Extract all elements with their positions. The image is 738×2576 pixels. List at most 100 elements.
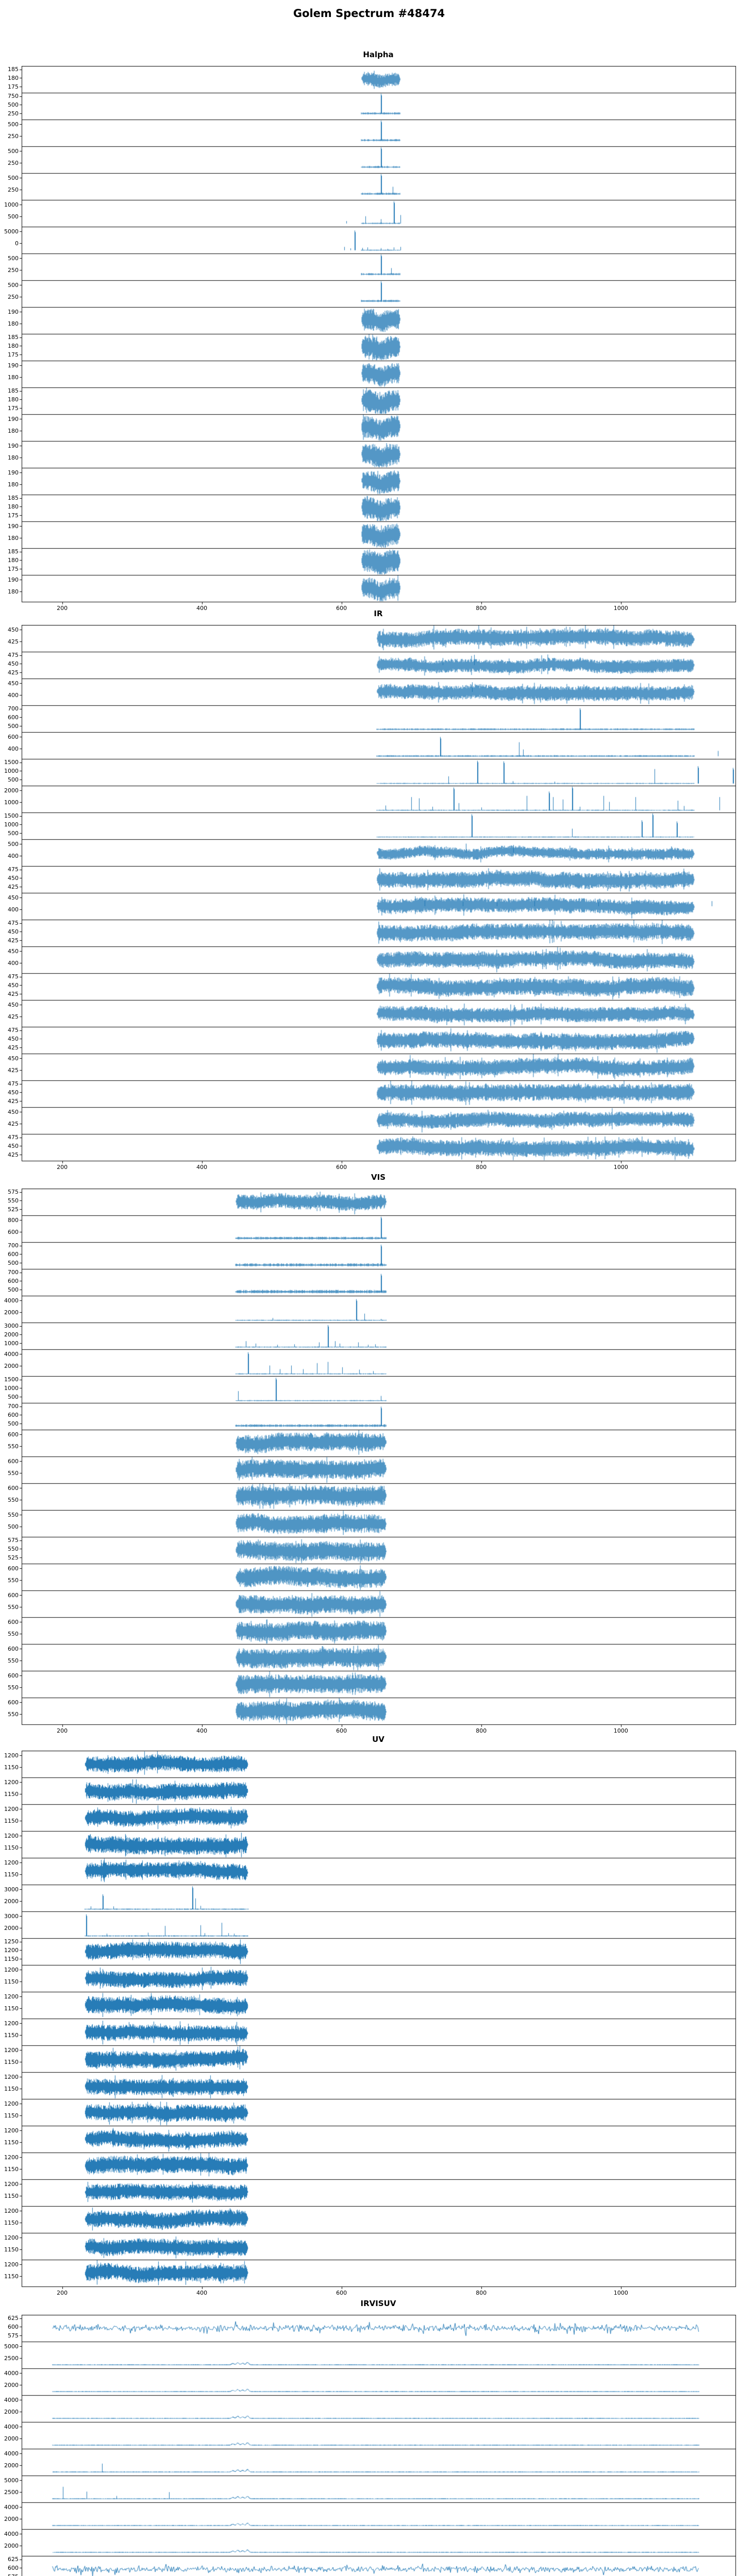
y-tick-label: 3000 xyxy=(4,1323,19,1330)
y-tick-label: 600 xyxy=(8,1228,19,1235)
y-tick-label: 1200 xyxy=(4,2100,19,2107)
y-tick-label: 500 xyxy=(8,829,19,837)
y-tick-label: 500 xyxy=(8,213,19,220)
y-tick-label: 250 xyxy=(8,293,19,300)
y-tick-label: 2000 xyxy=(4,1362,19,1369)
y-tick-label: 1200 xyxy=(4,2127,19,2134)
y-tick-label: 190 xyxy=(8,576,19,583)
x-tick-label: 1000 xyxy=(613,1164,628,1171)
y-tick-label: 600 xyxy=(8,1431,19,1438)
y-tick-label: 180 xyxy=(8,454,19,461)
y-tick-label: 600 xyxy=(8,2323,19,2330)
y-tick-label: 600 xyxy=(8,1484,19,1492)
y-tick-label: 450 xyxy=(8,1089,19,1096)
y-tick-label: 1000 xyxy=(4,1340,19,1347)
y-tick-label: 1150 xyxy=(4,1790,19,1798)
y-tick-label: 1200 xyxy=(4,1946,19,1954)
y-tick-label: 575 xyxy=(8,1189,19,1196)
y-tick-label: 4000 xyxy=(4,1297,19,1304)
y-tick-label: 550 xyxy=(8,1469,19,1477)
y-tick-label: 450 xyxy=(8,947,19,955)
y-tick-label: 425 xyxy=(8,883,19,890)
y-tick-label: 400 xyxy=(8,906,19,913)
y-tick-label: 2000 xyxy=(4,1924,19,1931)
y-tick-label: 550 xyxy=(8,1657,19,1664)
y-tick-label: 600 xyxy=(8,2564,19,2571)
y-tick-label: 1150 xyxy=(4,2165,19,2173)
y-tick-label: 1200 xyxy=(4,2073,19,2080)
y-tick-label: 500 xyxy=(8,121,19,128)
y-tick-label: 425 xyxy=(8,1120,19,1127)
y-tick-label: 600 xyxy=(8,714,19,721)
y-tick-label: 175 xyxy=(8,351,19,358)
y-tick-label: 190 xyxy=(8,522,19,530)
x-tick-label: 400 xyxy=(196,605,208,612)
y-tick-label: 550 xyxy=(8,1511,19,1518)
y-tick-label: 475 xyxy=(8,1027,19,1034)
x-tick-label: 200 xyxy=(57,2290,68,2296)
panel-canvas-halpha xyxy=(0,66,738,606)
y-tick-label: 1150 xyxy=(4,1978,19,1985)
y-tick-label: 500 xyxy=(8,255,19,262)
y-tick-label: 550 xyxy=(8,1603,19,1611)
y-tick-label: 500 xyxy=(8,1393,19,1400)
panel-title-uv: UV xyxy=(372,1735,384,1744)
y-tick-label: 800 xyxy=(8,1216,19,1224)
y-tick-label: 450 xyxy=(8,1108,19,1115)
y-tick-label: 425 xyxy=(8,937,19,944)
y-tick-label: 625 xyxy=(8,2556,19,2563)
y-tick-label: 250 xyxy=(8,110,19,117)
panel-title-irvisuv: IRVISUV xyxy=(360,2299,396,2308)
y-tick-label: 600 xyxy=(8,1250,19,1258)
y-tick-label: 500 xyxy=(8,147,19,155)
y-tick-label: 550 xyxy=(8,1630,19,1637)
y-tick-label: 1150 xyxy=(4,2192,19,2199)
y-tick-label: 2000 xyxy=(4,2542,19,2549)
y-tick-label: 180 xyxy=(8,74,19,81)
y-tick-label: 500 xyxy=(8,722,19,730)
x-tick-label: 400 xyxy=(196,1727,208,1734)
x-tick-label: 800 xyxy=(476,2290,487,2296)
y-tick-label: 600 xyxy=(8,1672,19,1679)
y-tick-label: 2500 xyxy=(4,2488,19,2496)
panel-title-halpha: Halpha xyxy=(363,50,394,59)
y-tick-label: 550 xyxy=(8,1684,19,1691)
y-tick-label: 450 xyxy=(8,874,19,882)
y-tick-label: 1200 xyxy=(4,2234,19,2241)
y-tick-label: 550 xyxy=(8,1545,19,1552)
y-tick-label: 475 xyxy=(8,920,19,927)
y-tick-label: 2000 xyxy=(4,787,19,794)
y-tick-label: 500 xyxy=(8,1286,19,1293)
y-tick-label: 1150 xyxy=(4,1844,19,1851)
y-tick-label: 4000 xyxy=(4,2396,19,2403)
y-tick-label: 600 xyxy=(8,1411,19,1418)
y-tick-label: 500 xyxy=(8,101,19,108)
x-tick-label: 800 xyxy=(476,1727,487,1734)
y-tick-label: 450 xyxy=(8,928,19,935)
y-tick-label: 1150 xyxy=(4,2139,19,2146)
y-tick-label: 450 xyxy=(8,626,19,633)
y-tick-label: 180 xyxy=(8,374,19,381)
y-tick-label: 1150 xyxy=(4,2085,19,2092)
y-tick-label: 1150 xyxy=(4,2112,19,2119)
y-tick-label: 185 xyxy=(8,334,19,341)
y-tick-label: 475 xyxy=(8,1134,19,1141)
y-tick-label: 180 xyxy=(8,534,19,541)
y-tick-label: 500 xyxy=(8,840,19,848)
y-tick-label: 250 xyxy=(8,132,19,140)
x-tick-label: 800 xyxy=(476,605,487,612)
y-tick-label: 190 xyxy=(8,415,19,422)
y-tick-label: 2000 xyxy=(4,1331,19,1338)
y-tick-label: 450 xyxy=(8,1055,19,1062)
y-tick-label: 2000 xyxy=(4,2435,19,2442)
y-tick-label: 1150 xyxy=(4,2246,19,2253)
y-tick-label: 1150 xyxy=(4,2058,19,2065)
x-tick-label: 200 xyxy=(57,1164,68,1171)
y-tick-label: 525 xyxy=(8,1554,19,1561)
y-tick-label: 475 xyxy=(8,866,19,873)
y-tick-label: 550 xyxy=(8,1443,19,1450)
y-tick-label: 700 xyxy=(8,1403,19,1410)
y-tick-label: 185 xyxy=(8,495,19,502)
x-tick-label: 200 xyxy=(57,1727,68,1734)
y-tick-label: 425 xyxy=(8,669,19,676)
